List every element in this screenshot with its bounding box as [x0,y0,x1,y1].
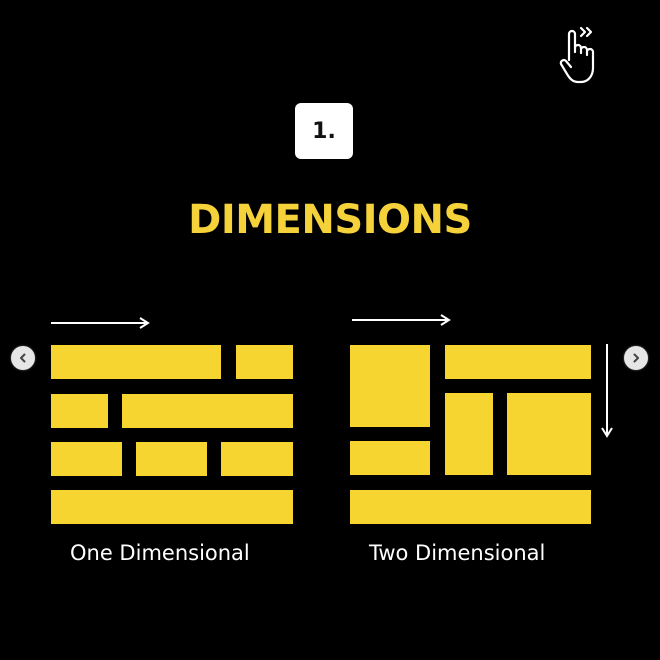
layout-block [350,441,430,475]
layout-block [507,393,591,475]
layout-block [51,442,122,476]
layout-block [51,490,293,524]
layout-block [221,442,293,476]
slide-title: DIMENSIONS [188,197,472,243]
step-number-badge: 1. [295,103,353,159]
horizontal-arrow-icon [352,314,451,326]
layout-block [51,394,108,428]
layout-block [236,345,293,379]
layout-block [122,394,293,428]
next-slide-button[interactable] [624,346,648,370]
previous-slide-button[interactable] [11,346,35,370]
chevron-right-icon [633,353,639,363]
swipe-hand-icon [559,26,595,84]
horizontal-arrow-icon [51,317,150,329]
layout-block [350,490,591,524]
one-dimensional-caption: One Dimensional [70,541,250,565]
chevron-left-icon [20,353,26,363]
layout-block [350,345,430,427]
two-dimensional-caption: Two Dimensional [369,541,546,565]
layout-block [445,393,493,475]
layout-block [51,345,221,379]
vertical-arrow-icon [601,344,613,438]
layout-block [445,345,591,379]
layout-block [136,442,207,476]
